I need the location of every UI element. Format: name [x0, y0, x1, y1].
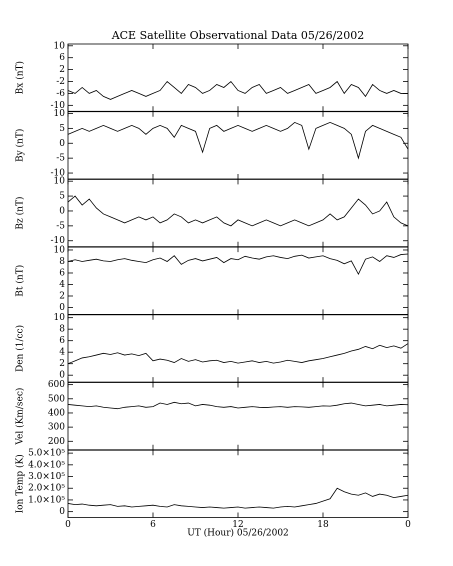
y-tick-label: 4.0×10⁵ [28, 460, 65, 470]
x-tick-label: 0 [65, 520, 71, 530]
panel-frame [67, 246, 409, 315]
y-tick-label: 300 [48, 423, 65, 433]
y-tick-label: 6 [59, 53, 65, 63]
y-tick-label: 2 [59, 65, 65, 75]
y-axis-label: By (nT) [15, 129, 26, 162]
y-axis-label: Bx (nT) [15, 61, 26, 94]
y-tick-label: 2 [59, 291, 65, 301]
x-tick-label: 12 [232, 520, 243, 530]
y-axis-label: Bz (nT) [15, 197, 26, 230]
data-line [67, 343, 409, 365]
y-tick-label: 600 [48, 380, 65, 390]
y-tick-label: 0 [59, 206, 65, 216]
y-tick-label: 8 [59, 257, 65, 267]
y-tick-label: 1.0×10⁵ [28, 495, 65, 505]
data-line [67, 195, 409, 227]
y-tick-label: 10 [54, 177, 66, 187]
data-line [67, 121, 409, 160]
x-tick-label: 18 [317, 520, 329, 530]
y-axis-label: Vel (Km/sec) [15, 388, 26, 446]
y-tick-label: 2 [59, 359, 65, 369]
y-tick-label: -5 [56, 221, 65, 231]
y-tick-label: -6 [56, 89, 65, 99]
y-tick-label: 5 [59, 192, 65, 202]
x-tick-label: 6 [150, 520, 156, 530]
panel-frame [67, 178, 409, 248]
panel-frame [67, 449, 409, 518]
panel-frame [67, 111, 409, 180]
y-tick-label: 0 [59, 371, 65, 381]
y-tick-label: 2.0×10⁵ [28, 484, 65, 494]
y-axis-label: Ion Temp (K) [15, 454, 26, 513]
y-tick-label: -5 [56, 154, 65, 164]
y-tick-label: 10 [54, 109, 66, 119]
y-tick-label: 0 [59, 139, 65, 149]
y-tick-label: 6 [59, 336, 65, 346]
chart-title: ACE Satellite Observational Data 05/26/2… [111, 29, 365, 42]
panel-frame [67, 314, 409, 383]
data-line [67, 80, 408, 100]
y-axis-label: Den (1/cc) [15, 325, 26, 372]
y-tick-label: -10 [51, 236, 66, 246]
y-tick-label: 400 [48, 408, 65, 418]
y-tick-label: 8 [59, 325, 65, 335]
y-tick-label: 10 [54, 313, 66, 323]
y-tick-label: 200 [48, 437, 65, 447]
y-tick-label: 5 [59, 124, 65, 134]
data-line [67, 253, 409, 276]
y-tick-label: 5.0×10⁵ [28, 449, 65, 459]
y-tick-label: -2 [56, 77, 65, 87]
y-tick-label: 0 [59, 303, 65, 313]
x-tick-label: 0 [405, 520, 411, 530]
y-tick-label: 500 [48, 394, 65, 404]
y-tick-label: 4 [59, 348, 65, 358]
y-axis-label: Bt (nT) [15, 265, 26, 297]
panel-frame [67, 43, 409, 112]
y-tick-label: 0 [59, 507, 65, 517]
y-tick-label: 10 [54, 41, 66, 51]
y-tick-label: -10 [51, 101, 66, 111]
x-axis-label: UT (Hour) 05/26/2002 [187, 528, 289, 539]
data-line [67, 487, 409, 509]
y-tick-label: 4 [59, 280, 65, 290]
y-tick-label: -10 [51, 169, 66, 179]
data-line [67, 401, 409, 410]
y-tick-label: 6 [59, 268, 65, 278]
y-tick-label: 3.0×10⁵ [28, 472, 65, 482]
panel-frame [67, 382, 409, 451]
y-tick-label: 10 [54, 245, 66, 255]
